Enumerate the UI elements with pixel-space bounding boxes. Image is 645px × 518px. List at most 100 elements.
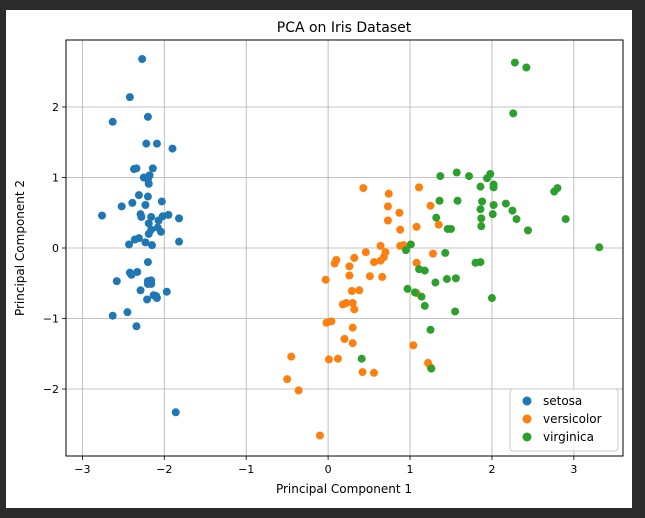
point-versicolor: [333, 354, 342, 363]
point-virginica: [436, 172, 445, 181]
point-virginica: [508, 206, 517, 215]
point-versicolor: [347, 287, 356, 296]
point-setosa: [134, 191, 143, 200]
point-versicolor: [383, 202, 392, 211]
point-virginica: [401, 246, 410, 255]
point-versicolor: [348, 298, 357, 307]
point-versicolor: [350, 305, 359, 314]
legend-box: [509, 388, 619, 452]
point-versicolor: [345, 262, 354, 271]
point-virginica: [478, 197, 487, 206]
point-virginica: [512, 215, 521, 224]
point-setosa: [168, 144, 177, 153]
point-versicolor: [322, 318, 331, 327]
point-virginica: [561, 215, 570, 224]
y-tick-label: 1: [52, 171, 59, 184]
point-virginica: [426, 325, 435, 334]
point-setosa: [144, 219, 153, 228]
point-virginica: [442, 275, 451, 284]
point-setosa: [147, 279, 156, 288]
point-versicolor: [359, 184, 368, 193]
point-setosa: [148, 164, 157, 173]
legend-label-versicolor: versicolor: [543, 412, 602, 426]
y-axis-label: Principal Component 2: [13, 180, 27, 316]
x-tick-label: −1: [238, 463, 254, 476]
legend-label-virginica: virginica: [543, 430, 594, 444]
point-virginica: [489, 200, 498, 209]
point-setosa: [108, 117, 117, 126]
point-versicolor: [350, 253, 359, 262]
point-setosa: [137, 212, 146, 221]
point-setosa: [128, 198, 137, 207]
point-setosa: [136, 286, 145, 295]
point-virginica: [465, 172, 474, 181]
point-setosa: [143, 192, 152, 201]
legend-marker-setosa: [522, 396, 532, 406]
point-setosa: [125, 240, 134, 249]
point-setosa: [141, 200, 150, 209]
point-versicolor: [283, 375, 292, 384]
point-setosa: [132, 322, 141, 331]
point-versicolor: [412, 258, 421, 267]
point-versicolor: [384, 189, 393, 198]
y-tick-label: −2: [43, 383, 59, 396]
data-points: [98, 55, 604, 440]
point-versicolor: [287, 352, 296, 361]
point-setosa: [157, 197, 166, 206]
point-versicolor: [348, 339, 357, 348]
y-tick-label: −1: [43, 313, 59, 326]
point-setosa: [117, 202, 126, 211]
point-setosa: [143, 258, 152, 267]
x-tick-label: 3: [570, 463, 577, 476]
point-versicolor: [409, 341, 418, 350]
point-versicolor: [315, 431, 324, 440]
point-setosa: [152, 139, 161, 148]
point-setosa: [148, 241, 157, 250]
point-setosa: [98, 211, 107, 220]
legend-marker-versicolor: [522, 414, 532, 424]
point-setosa: [138, 55, 147, 64]
x-tick-label: −2: [156, 463, 172, 476]
point-setosa: [132, 164, 141, 173]
point-virginica: [476, 182, 485, 191]
point-setosa: [175, 214, 184, 223]
point-versicolor: [428, 249, 437, 258]
point-virginica: [550, 187, 559, 196]
x-tick-label: 2: [488, 463, 495, 476]
point-virginica: [357, 354, 366, 363]
point-virginica: [446, 224, 455, 233]
point-virginica: [453, 196, 462, 205]
point-setosa: [125, 93, 134, 102]
point-virginica: [510, 58, 519, 67]
point-setosa: [108, 311, 117, 320]
point-virginica: [483, 174, 492, 183]
point-setosa: [144, 179, 153, 188]
point-virginica: [523, 226, 532, 235]
point-setosa: [143, 295, 152, 304]
chart-title: PCA on Iris Dataset: [277, 20, 412, 36]
grid: [66, 40, 623, 456]
point-versicolor: [383, 216, 392, 225]
point-versicolor: [378, 272, 387, 281]
scatter-chart: −3 −2 −1 0 1 2 3 −2 −1 0 1 2 PCA on Iris Dataset Pr…: [13, 20, 624, 496]
point-virginica: [451, 307, 460, 316]
point-virginica: [489, 183, 498, 192]
point-versicolor: [365, 272, 374, 281]
point-setosa: [147, 212, 156, 221]
point-virginica: [432, 213, 441, 222]
point-virginica: [488, 210, 497, 219]
point-versicolor: [369, 258, 378, 267]
point-setosa: [123, 308, 132, 317]
axis-ticks: −3 −2 −1 0 1 2 3 −2 −1 0 1 2: [43, 101, 578, 476]
point-versicolor: [345, 271, 354, 280]
point-setosa: [127, 270, 136, 279]
point-virginica: [435, 196, 444, 205]
point-virginica: [501, 199, 510, 208]
point-virginica: [476, 205, 485, 214]
legend-label-setosa: setosa: [543, 394, 582, 408]
point-setosa: [154, 216, 163, 225]
point-versicolor: [340, 334, 349, 343]
point-virginica: [477, 222, 486, 231]
x-axis-label: Principal Component 1: [276, 482, 412, 496]
point-virginica: [522, 63, 531, 72]
